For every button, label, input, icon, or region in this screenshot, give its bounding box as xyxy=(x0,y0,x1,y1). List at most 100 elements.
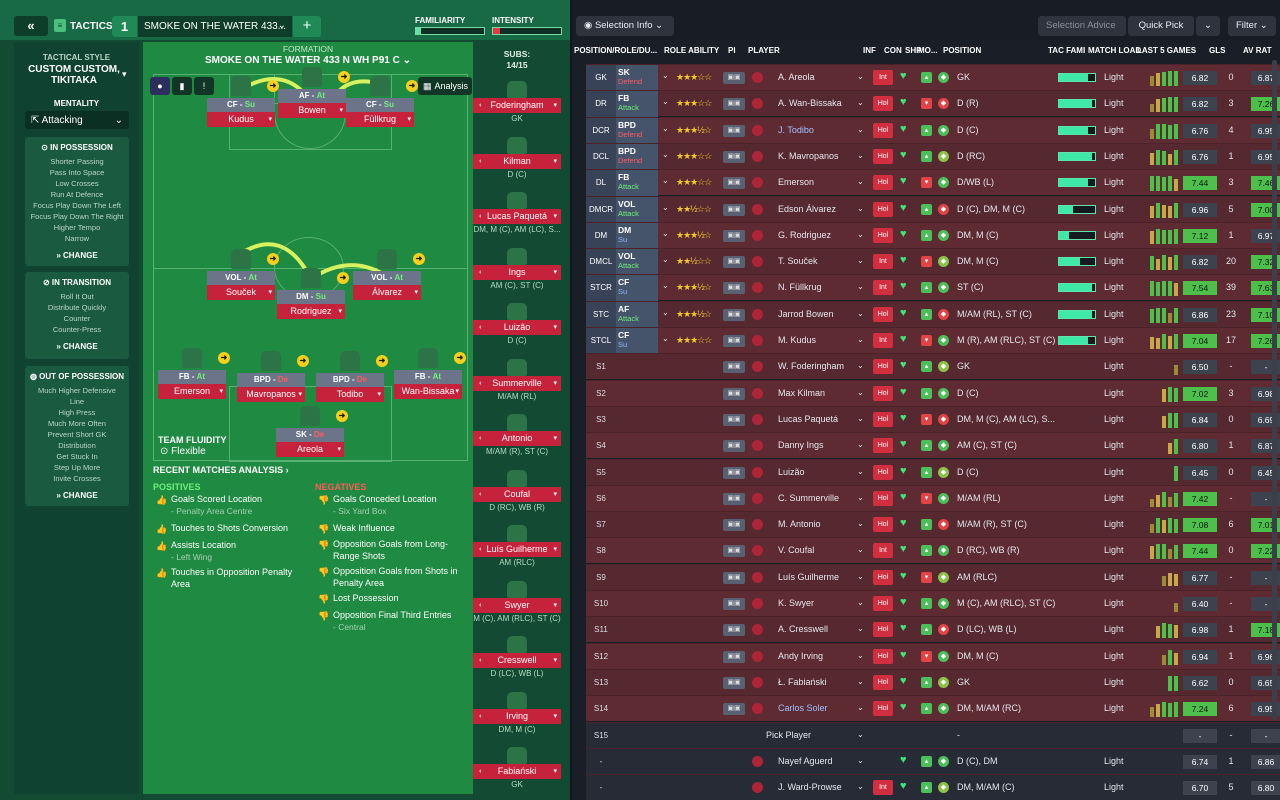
chevron-down-icon[interactable]: ⌄ xyxy=(857,335,864,344)
player-name[interactable]: A. Cresswell xyxy=(778,624,829,635)
sub-name[interactable]: Ings xyxy=(473,264,561,280)
player-instructions-icon[interactable]: ▣▣ xyxy=(723,519,745,532)
player-instructions-icon[interactable]: ▣▣ xyxy=(723,440,745,453)
column-header[interactable]: POSITION xyxy=(943,46,982,55)
player-name[interactable]: G. Rodriguez xyxy=(778,229,832,240)
table-row[interactable]: S9 ▣▣ Luís Guilherme ⌄ Hol ♥ ▾ ◆ AM (RLC) Light 6.… xyxy=(586,563,1280,590)
instruction-arrow-icon[interactable]: ➜ xyxy=(267,253,279,265)
player-instructions-icon[interactable]: ▣▣ xyxy=(723,650,745,663)
player-instructions-icon[interactable]: ▣▣ xyxy=(723,335,745,347)
player-name[interactable]: Emerson xyxy=(158,384,226,399)
chevron-down-icon[interactable]: ⌄ xyxy=(662,71,669,80)
player-role-duty[interactable]: VOL - At xyxy=(353,271,421,285)
pitch-player-card[interactable]: FB - At Wan-Bissaka xyxy=(394,348,462,399)
player-name[interactable]: Emerson xyxy=(778,177,815,188)
sub-name[interactable]: Antonio xyxy=(473,431,561,446)
table-row[interactable]: S4 ▣▣ Danny Ings ⌄ Hol ♥ ▴ ◆ AM (C), ST (C) Light… xyxy=(586,432,1280,459)
pitch-player-card[interactable]: FB - At Emerson xyxy=(158,348,226,399)
column-header[interactable]: PLAYER xyxy=(748,46,780,55)
chevron-down-icon[interactable]: ⌄ xyxy=(857,519,864,529)
chevron-down-icon[interactable]: ⌄ xyxy=(662,202,669,212)
table-row[interactable]: DMCL VOL Attack ⌄ ★★½☆☆ ▣▣ T. Souček ⌄ Int ♥ ▾ ◆ DM,… xyxy=(586,248,1280,276)
player-role-duty[interactable]: SK - De xyxy=(276,428,344,442)
table-row[interactable]: S14 ▣▣ Carlos Soler ⌄ Hol ♥ ▴ ◆ DM, M/AM (RC) Lig… xyxy=(586,695,1280,722)
role-duty-select[interactable]: DM Su xyxy=(616,222,658,249)
analysis-button[interactable]: ▦ Analysis xyxy=(418,77,472,95)
player-name[interactable]: N. Füllkrug xyxy=(778,282,822,293)
pitch-player-card[interactable]: DM - Su Rodriguez xyxy=(277,268,345,319)
chevron-down-icon[interactable]: ⌄ xyxy=(857,124,864,134)
table-row[interactable]: S11 ▣▣ A. Cresswell ⌄ Hol ♥ ▴ ◆ D (LC), WB (L) Li… xyxy=(586,616,1280,643)
sub-name[interactable]: Swyer xyxy=(473,597,561,613)
chevron-down-icon[interactable]: ⌄ xyxy=(857,308,864,318)
chevron-down-icon[interactable]: ⌄ xyxy=(662,307,669,317)
chevron-down-icon[interactable]: ⌄ xyxy=(857,545,864,555)
instruction-arrow-icon[interactable]: ➜ xyxy=(336,410,348,422)
player-name[interactable]: C. Summerville xyxy=(778,492,840,503)
clipboard-icon[interactable]: ! xyxy=(194,77,214,95)
table-row[interactable]: - J. Ward-Prowse ⌄ Int ♥ ▴ ◆ DM, M/AM (C) Light 6… xyxy=(586,774,1280,800)
chevron-down-icon[interactable]: ⌄ xyxy=(662,176,669,186)
chevron-down-icon[interactable]: ⌄ xyxy=(1196,16,1220,36)
role-duty-select[interactable]: AF Attack xyxy=(616,301,658,328)
player-instructions-icon[interactable]: ▣▣ xyxy=(723,72,745,84)
player-role-duty[interactable]: CF - Su xyxy=(207,98,275,112)
chevron-down-icon[interactable]: ⌄ xyxy=(857,229,864,239)
table-row[interactable]: DR FB Attack ⌄ ★★★☆☆ ▣▣ A. Wan-Bissaka ⌄ Hol ♥ ▾ ◆ D… xyxy=(586,90,1280,118)
player-name[interactable]: Nayef Aguerd xyxy=(778,755,833,766)
pitch-player-card[interactable]: BPD - De Todibo xyxy=(316,351,384,402)
player-instructions-icon[interactable]: ▣▣ xyxy=(723,124,745,137)
chevron-down-icon[interactable]: ⌄ xyxy=(662,228,669,238)
player-name[interactable]: Luizão xyxy=(778,466,805,477)
chevron-down-icon[interactable]: ⌄ xyxy=(857,72,864,81)
instruction-arrow-icon[interactable]: ➜ xyxy=(338,71,350,83)
chevron-down-icon[interactable]: ⌄ xyxy=(857,624,864,634)
column-header[interactable]: TAC FAMI xyxy=(1048,46,1086,55)
chevron-down-icon[interactable]: ⌄ xyxy=(857,361,864,371)
table-row[interactable]: - Nayef Aguerd ⌄ ♥ ▴ ◆ D (C), DM Light 6.74 1 6.86 xyxy=(586,747,1280,774)
player-name[interactable]: V. Coufal xyxy=(778,545,815,556)
chevron-down-icon[interactable]: ⌄ xyxy=(857,466,864,476)
role-duty-select[interactable]: SK Defend xyxy=(616,65,658,91)
chevron-down-icon[interactable]: ⌄ xyxy=(857,676,864,686)
player-name[interactable]: Danny Ings xyxy=(778,440,824,451)
player-name[interactable]: Álvarez xyxy=(353,285,421,300)
player-instructions-icon[interactable]: ▣▣ xyxy=(723,177,745,190)
column-header[interactable]: MATCH LOAD xyxy=(1088,46,1142,55)
table-row[interactable]: DM DM Su ⌄ ★★★½☆ ▣▣ G. Rodriguez ⌄ Hol ♥ ▴ ◆ DM, M (… xyxy=(586,221,1280,249)
player-name[interactable]: Todibo xyxy=(316,387,384,402)
instruction-arrow-icon[interactable]: ➜ xyxy=(413,253,425,265)
selection-info-button[interactable]: ◉ Selection Info ⌄ xyxy=(576,16,674,36)
pitch-player-card[interactable]: CF - Su Füllkrug xyxy=(346,76,414,127)
player-instructions-icon[interactable]: ▣▣ xyxy=(723,492,745,505)
sub-name[interactable]: Luizão xyxy=(473,320,561,335)
player-name[interactable]: Pick Player xyxy=(766,729,812,740)
table-row[interactable]: S2 ▣▣ Max Kilman ⌄ Hol ♥ ▴ ◆ D (C) Light 7.02 3 6.98 xyxy=(586,379,1280,406)
table-row[interactable]: STCR CF Su ⌄ ★★★½☆ ▣▣ N. Füllkrug ⌄ Int ♥ ▴ ◆ ST (C)… xyxy=(586,274,1280,302)
pitch-player-card[interactable]: SK - De Areola xyxy=(276,406,344,457)
column-header[interactable]: CON xyxy=(884,46,902,55)
table-row[interactable]: S7 ▣▣ M. Antonio ⌄ Hol ♥ ▴ ◆ M/AM (R), ST (C) Lig… xyxy=(586,511,1280,538)
sub-name[interactable]: Luís Guilherme xyxy=(473,542,561,557)
user-icon[interactable]: ● xyxy=(150,77,170,95)
player-instructions-icon[interactable]: ▣▣ xyxy=(723,203,745,216)
column-header[interactable]: SHP xyxy=(905,46,922,55)
quick-pick-button[interactable]: Quick Pick xyxy=(1128,16,1194,36)
chevron-down-icon[interactable]: ⌄ xyxy=(662,281,669,291)
player-name[interactable]: Ł. Fabiański xyxy=(778,676,827,687)
player-name[interactable]: Mavropanos xyxy=(237,387,305,402)
role-duty-select[interactable]: VOL Attack xyxy=(616,196,658,223)
player-name[interactable]: Lucas Paquetá xyxy=(778,413,839,424)
chevron-down-icon[interactable]: ⌄ xyxy=(662,97,669,107)
role-duty-select[interactable]: VOL Attack xyxy=(616,249,658,276)
sub-name[interactable]: Summerville xyxy=(473,375,561,391)
player-name[interactable]: Carlos Soler xyxy=(778,703,828,714)
chevron-down-icon[interactable]: ⌄ xyxy=(857,729,864,739)
role-duty-select[interactable]: BPD Defend xyxy=(616,143,658,170)
in-possession-change-button[interactable]: » CHANGE xyxy=(56,251,98,260)
player-role-duty[interactable]: AF - At xyxy=(278,89,346,103)
player-instructions-icon[interactable]: ▣▣ xyxy=(723,545,745,558)
instruction-arrow-icon[interactable]: ➜ xyxy=(267,80,279,92)
table-row[interactable]: S15 Pick Player ⌄ - - - - xyxy=(586,721,1280,748)
player-instructions-icon[interactable]: ▣▣ xyxy=(723,229,745,242)
